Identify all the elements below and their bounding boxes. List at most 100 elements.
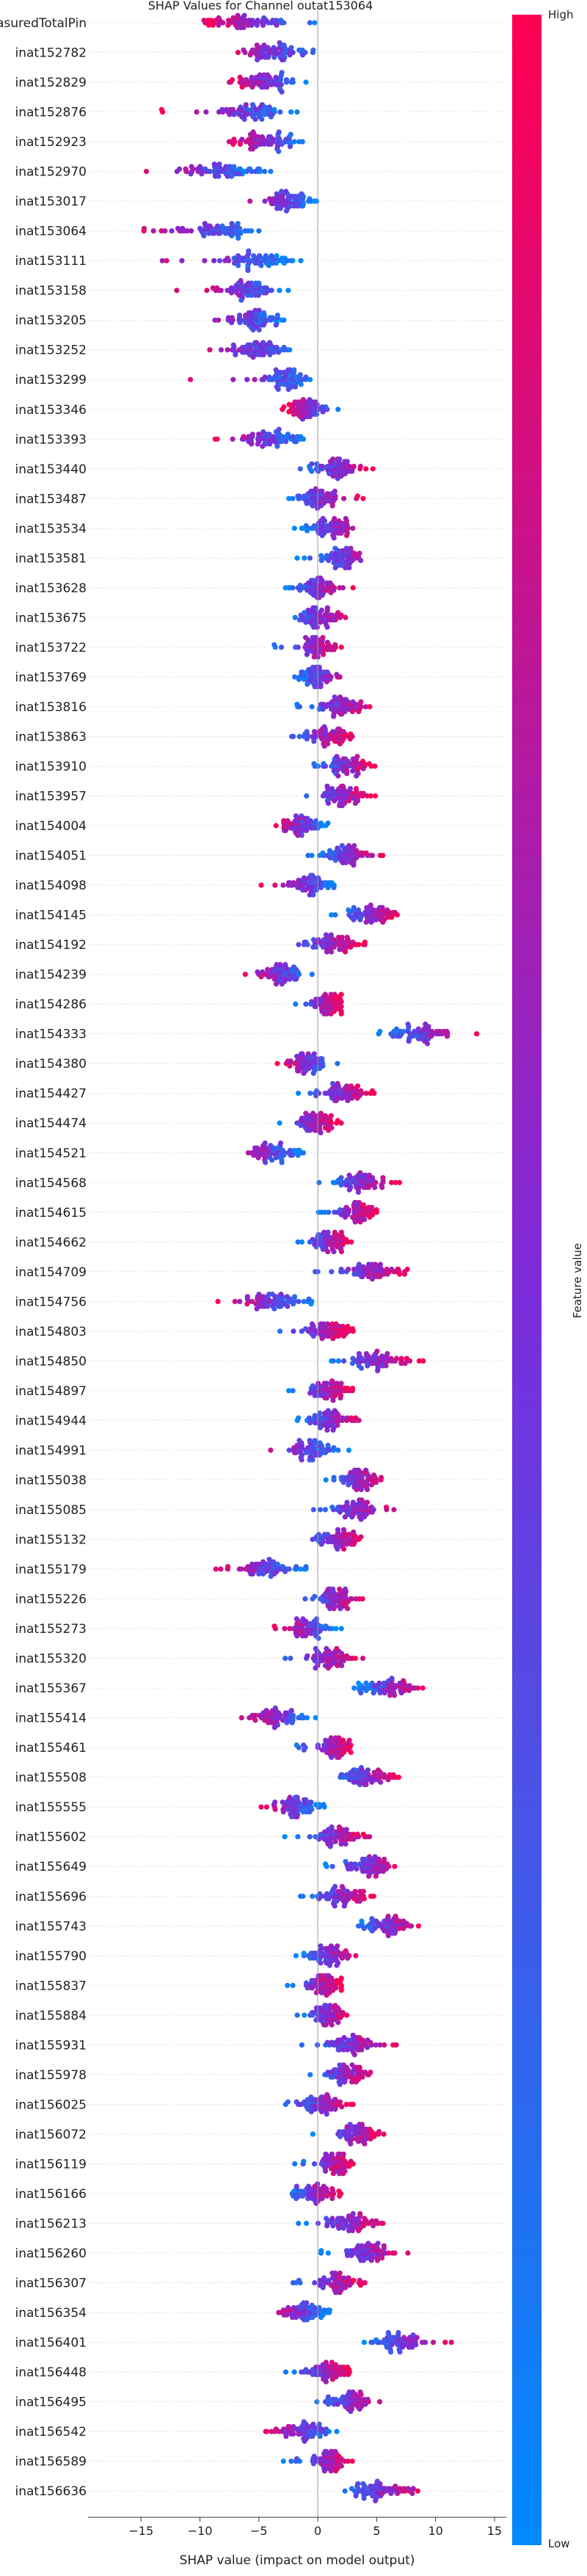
shap-dot [271,1145,277,1151]
shap-dot [277,109,283,115]
shap-dot [330,1946,337,1951]
shap-dot [313,1440,318,1446]
shap-dot [255,112,261,117]
shap-dot [224,106,230,112]
shap-dot [218,347,224,353]
shap-dot [309,461,315,467]
shap-dot [303,1564,309,1570]
shap-dot [437,1028,442,1034]
shap-dot [345,1098,351,1104]
shap-dot [349,1239,354,1245]
shap-dot [246,137,252,142]
shap-dot [225,255,230,261]
shap-dot [335,788,340,794]
shap-dot [353,1467,359,1473]
shap-dot [353,2079,359,2085]
shap-dot [255,57,260,62]
shap-dot [396,1918,403,1924]
shap-dot [307,376,313,382]
shap-dot [345,1955,351,1961]
shap-dot [325,647,331,652]
shap-dot [277,369,283,375]
shap-dot [332,1752,338,1758]
shap-dot [280,434,285,440]
feature-label: inat153440 [15,462,87,477]
shap-dot [298,382,304,388]
shap-dot [313,1834,318,1840]
shap-dot [341,2034,347,2041]
feature-label: inat153863 [15,729,87,744]
shap-dot [290,77,296,83]
shap-dot [207,223,213,229]
shap-dot [342,2076,348,2083]
shap-dot [213,18,219,23]
shap-dot [300,436,307,442]
shap-dot [290,258,296,263]
shap-dot [312,20,318,26]
shap-dot [324,580,330,586]
shap-dot [277,288,282,294]
shap-dot [305,491,311,497]
shap-dot [354,1266,360,1273]
shap-dot [421,1026,427,1032]
shap-dot [388,1356,394,1361]
shap-dot [306,1066,312,1071]
shap-dot [288,193,294,200]
shap-dot [380,853,386,859]
shap-dot [302,610,307,616]
shap-dot [319,533,325,539]
shap-dot [310,47,316,53]
shap-dot [260,137,266,142]
shap-dot [401,1678,406,1684]
shap-dot [282,1626,288,1631]
shap-dot [376,1856,382,1862]
shap-dot [324,2111,329,2117]
shap-dot [348,1596,354,1602]
shap-dot [298,1051,305,1057]
shap-dot [229,173,235,179]
shap-dot [254,43,260,48]
shap-dot [285,1058,291,1064]
shap-dot [309,1978,315,1984]
shap-dot [321,761,327,767]
shap-dot [252,1717,258,1723]
shap-dot [324,523,330,529]
shap-dot [318,821,324,826]
shap-dot [274,22,280,28]
shap-dot [352,800,358,806]
shap-dot [272,882,278,888]
shap-dot [322,1091,328,1096]
shap-dot [337,1509,343,1515]
shap-dot [342,459,348,465]
shap-dot [313,399,318,405]
shap-dot [236,313,243,319]
shap-dot [226,164,233,170]
shap-dot [307,639,313,645]
shap-dot [300,525,306,531]
shap-dot [280,1564,286,1570]
shap-dot [299,1457,305,1463]
shap-dot [328,1113,334,1118]
shap-dot [263,1708,269,1714]
shap-dot [337,674,343,680]
shap-dot [330,617,336,623]
shap-dot [310,503,316,509]
shap-dot [340,729,346,735]
shap-dot [313,1269,318,1275]
shap-dot [296,1438,302,1444]
shap-dot [339,1955,345,1961]
feature-label: inat153205 [15,313,87,328]
shap-dot [406,1038,412,1044]
shap-dot [301,1742,307,1748]
shap-dot [364,905,370,911]
shap-dot [332,565,338,571]
shap-dot [395,1266,401,1273]
shap-dot [329,1358,335,1364]
shap-dot [335,1447,341,1453]
shap-dot [320,706,326,712]
shap-dot [389,914,395,920]
shap-dot [368,902,373,908]
shap-dot [318,488,324,495]
shap-dot [403,1683,409,1689]
shap-dot [255,1561,261,1567]
